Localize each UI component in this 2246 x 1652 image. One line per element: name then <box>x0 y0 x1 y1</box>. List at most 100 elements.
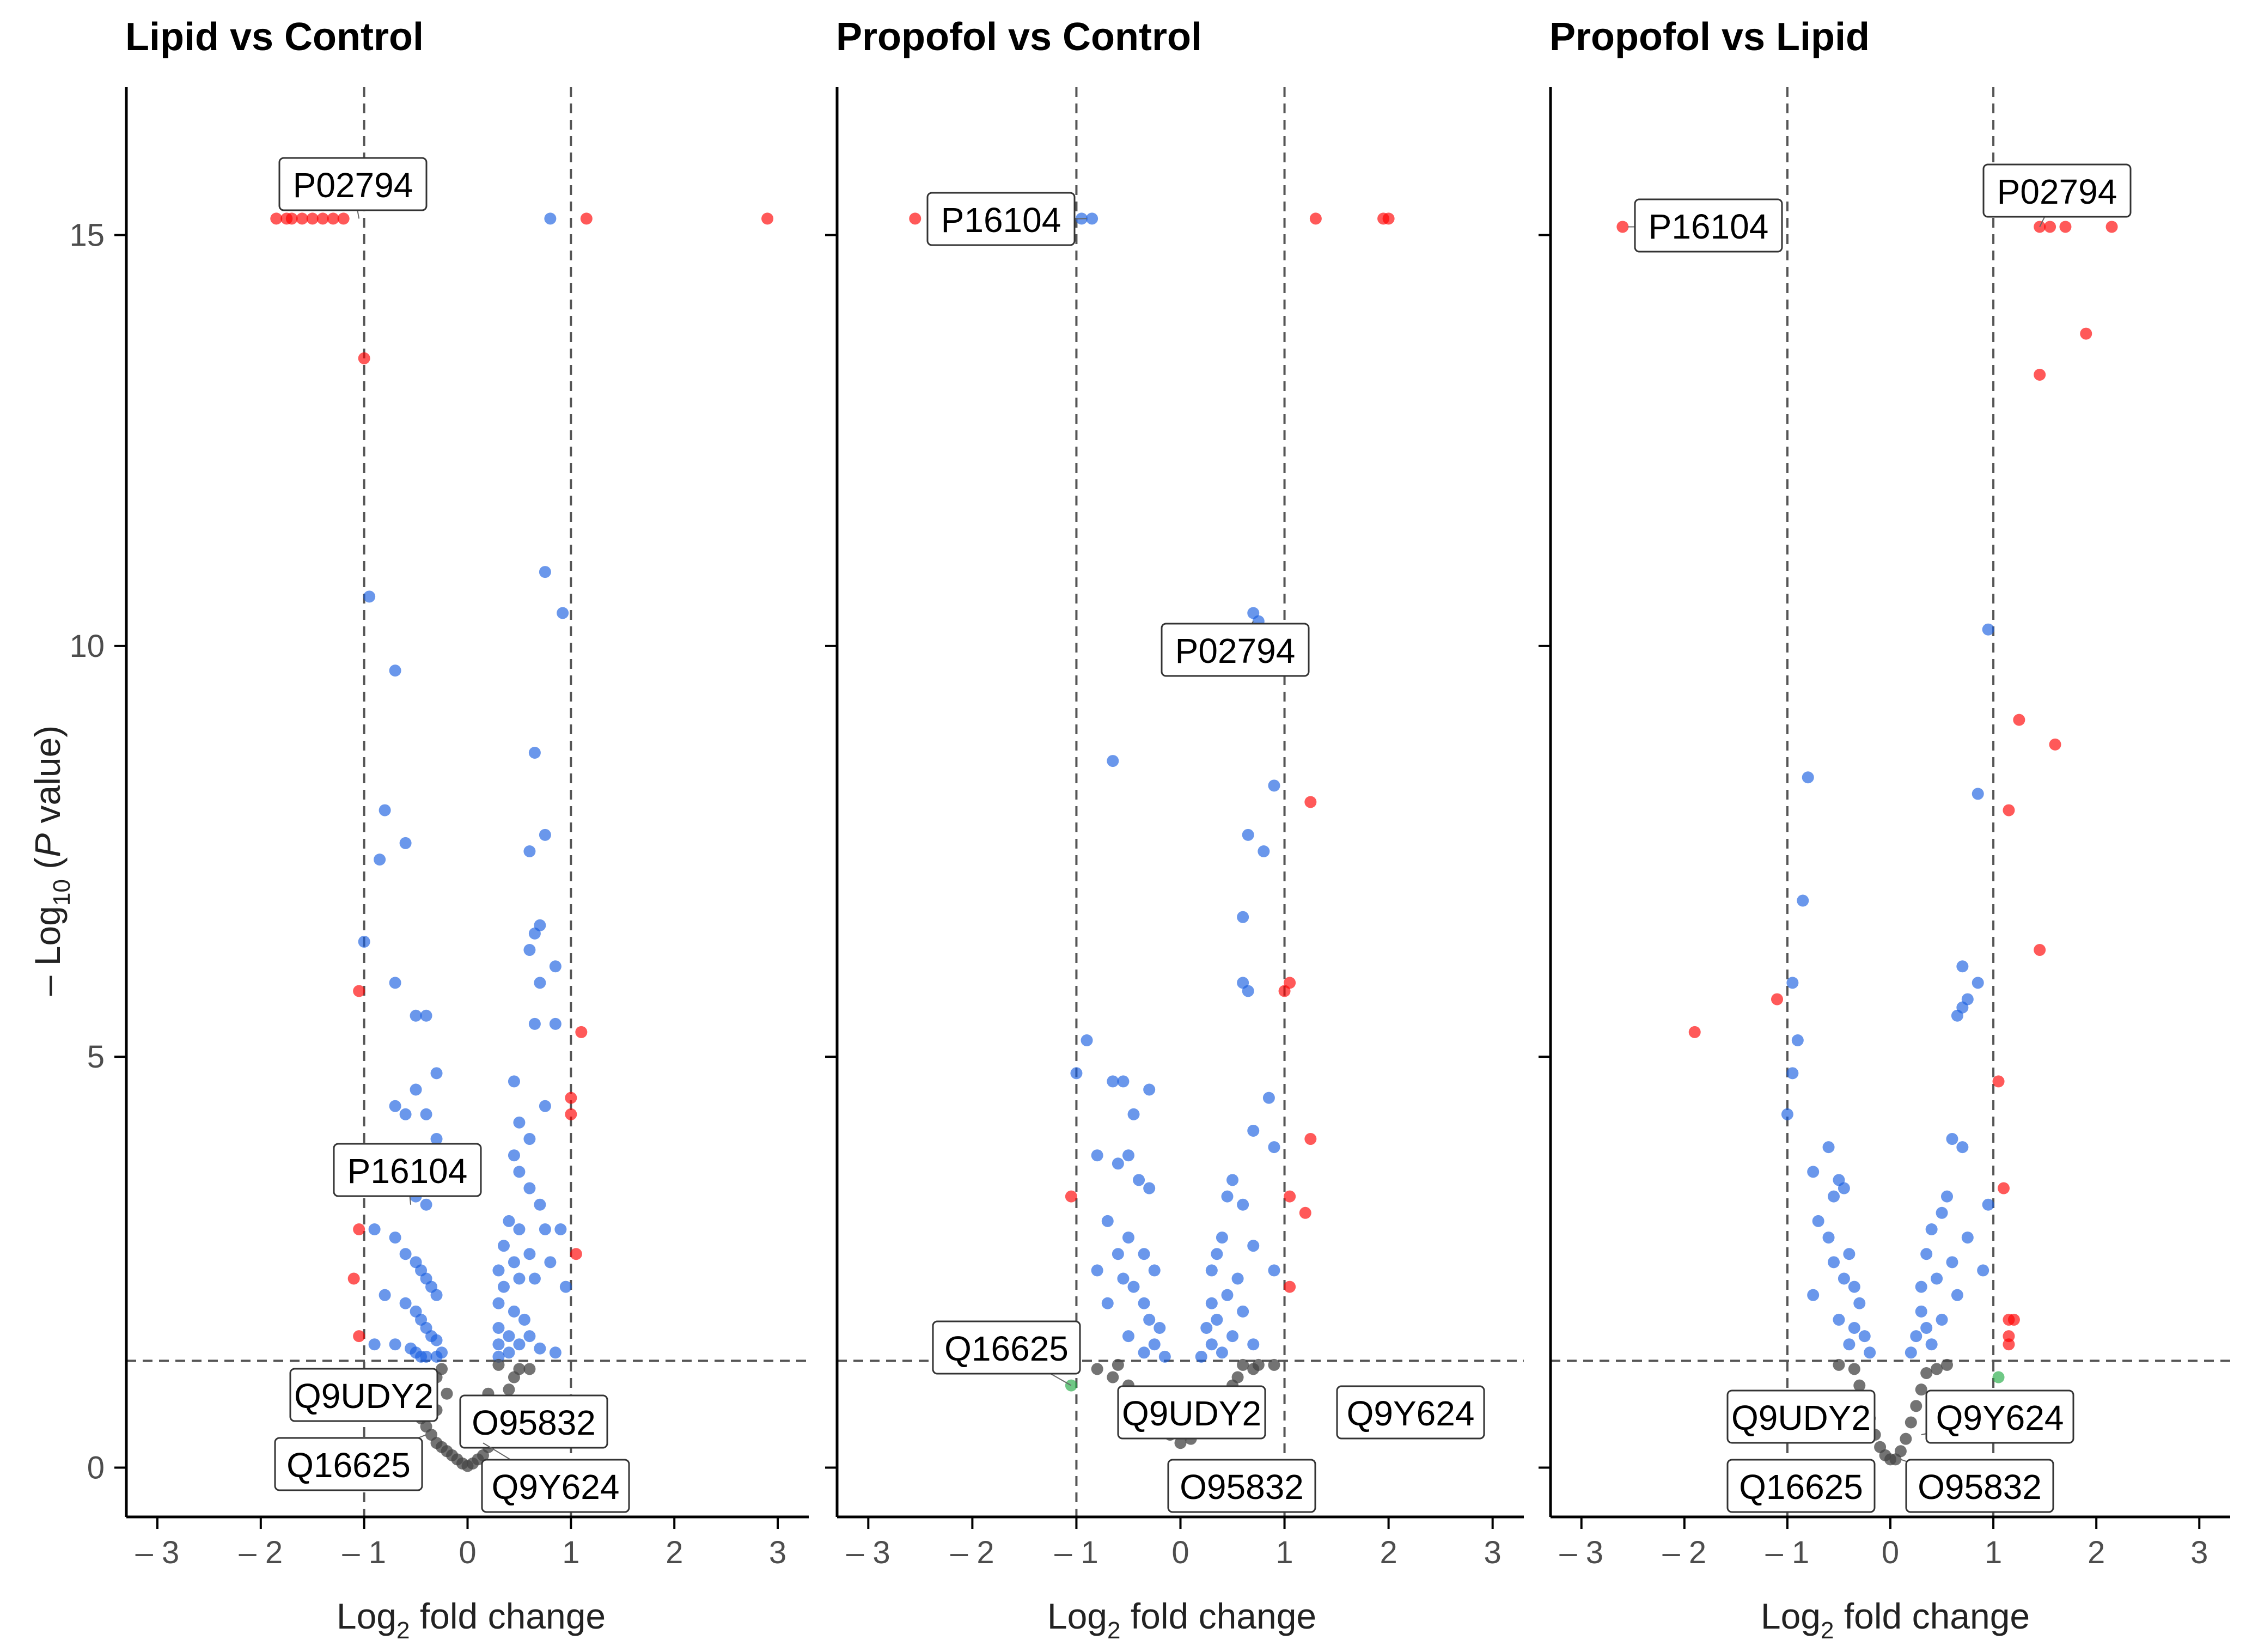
data-point <box>1237 1198 1249 1211</box>
data-point <box>1956 960 1969 973</box>
data-point <box>1688 1026 1701 1038</box>
data-point <box>368 1338 381 1351</box>
protein-label-box <box>1726 1389 1876 1444</box>
data-point <box>1226 1174 1239 1186</box>
data-point <box>1807 1166 1820 1178</box>
x-tick-label: 3 <box>1484 1535 1502 1570</box>
data-point <box>1122 1330 1134 1343</box>
x-tick-label: 2 <box>2088 1535 2105 1570</box>
data-point <box>1148 1264 1161 1277</box>
data-point <box>1107 755 1119 767</box>
data-point <box>528 1272 541 1285</box>
protein-label-box <box>932 1320 1081 1375</box>
data-point <box>2003 1330 2015 1343</box>
data-point <box>1101 1297 1114 1309</box>
data-point <box>1216 1232 1228 1244</box>
series-significant_p <box>358 212 572 1363</box>
data-point <box>389 665 401 677</box>
protein-label-text: P02794 <box>293 166 413 205</box>
protein-label-text: Q9UDY2 <box>1122 1394 1261 1433</box>
data-point <box>1879 1449 1891 1461</box>
data-point <box>1200 1322 1213 1334</box>
data-point <box>1848 1363 1860 1375</box>
data-point <box>1091 1264 1103 1277</box>
panel-propofol-vs-lipid: Propofol vs Lipid – 3 – 2 – 1 0 1 2 3 P16104 P02… <box>1539 15 2230 1644</box>
x-tick-label: – 3 <box>1559 1535 1603 1570</box>
data-point <box>1915 1383 1927 1396</box>
y-tick-label: 0 <box>87 1450 105 1485</box>
data-point <box>1117 1272 1130 1285</box>
data-point <box>518 1313 530 1326</box>
data-point <box>1956 1141 1969 1154</box>
x-axis-title: Log2 fold change <box>337 1596 606 1644</box>
data-point <box>430 1334 443 1346</box>
data-point <box>1982 1198 1994 1211</box>
protein-label-box <box>1925 1389 2074 1444</box>
data-point <box>1936 1313 1948 1326</box>
data-point <box>539 1100 551 1112</box>
protein-label-text: Q16625 <box>944 1329 1069 1368</box>
data-point <box>2003 1338 2015 1351</box>
data-point <box>270 212 283 225</box>
data-point <box>1216 1346 1228 1359</box>
x-tick-label: – 1 <box>342 1535 386 1570</box>
data-point <box>1828 1190 1840 1203</box>
data-point <box>534 977 546 989</box>
data-point <box>1853 1297 1866 1309</box>
data-point <box>513 1223 526 1235</box>
protein-label-text: P16104 <box>1649 207 1769 246</box>
protein-label: Q16625 <box>932 1320 1081 1386</box>
data-point <box>389 977 401 989</box>
data-point <box>513 1363 526 1375</box>
protein-label: Q9Y624 <box>1921 1389 2074 1444</box>
x-tick-label: 1 <box>1275 1535 1293 1570</box>
protein-label-box <box>1161 623 1310 677</box>
series-significant_large_change <box>270 212 774 1343</box>
data-point <box>1101 1215 1114 1227</box>
data-point <box>523 845 536 858</box>
data-point <box>399 1297 412 1309</box>
data-point <box>1786 1067 1799 1080</box>
data-point <box>316 212 329 225</box>
data-point <box>503 1346 515 1359</box>
data-point <box>363 590 376 603</box>
data-point <box>503 1383 515 1396</box>
data-point <box>353 1330 365 1343</box>
x-tick-label: – 2 <box>1662 1535 1706 1570</box>
data-point <box>358 352 370 364</box>
protein-label-box <box>1982 163 2132 218</box>
data-point <box>327 212 339 225</box>
y-tick-label: 5 <box>87 1039 105 1075</box>
data-point <box>1158 1350 1171 1363</box>
data-point <box>420 1108 432 1120</box>
data-point <box>1941 1190 1953 1203</box>
data-point <box>492 1350 505 1363</box>
data-point <box>1931 1363 1943 1375</box>
data-point <box>1143 1313 1156 1326</box>
data-point <box>580 212 593 225</box>
data-point <box>1091 1363 1103 1375</box>
data-point <box>1807 1289 1820 1301</box>
data-point <box>1951 1009 1963 1022</box>
data-point <box>1143 1083 1156 1096</box>
data-point <box>909 212 921 225</box>
data-point <box>557 607 569 619</box>
data-point <box>1822 1232 1835 1244</box>
data-point <box>503 1215 515 1227</box>
x-tick-label: 0 <box>459 1535 476 1570</box>
data-point <box>374 854 386 866</box>
protein-label-text: Q9Y624 <box>1936 1398 2064 1437</box>
data-point <box>1242 828 1254 841</box>
data-point <box>1065 1190 1077 1203</box>
data-point <box>2044 221 2056 233</box>
x-tick-label: – 1 <box>1054 1535 1098 1570</box>
data-point <box>1833 1358 1845 1371</box>
panel-title: Propofol vs Control <box>836 15 1202 59</box>
panel-lipid-vs-control: Lipid vs Control – 3 – 2 – 1 0 1 2 3 0 5 10 15 P027… <box>69 15 809 1644</box>
data-point <box>1268 1141 1280 1154</box>
x-tick-label: 3 <box>769 1535 786 1570</box>
x-tick-label: 0 <box>1171 1535 1189 1570</box>
data-point <box>1086 212 1098 225</box>
data-point <box>420 1009 432 1022</box>
